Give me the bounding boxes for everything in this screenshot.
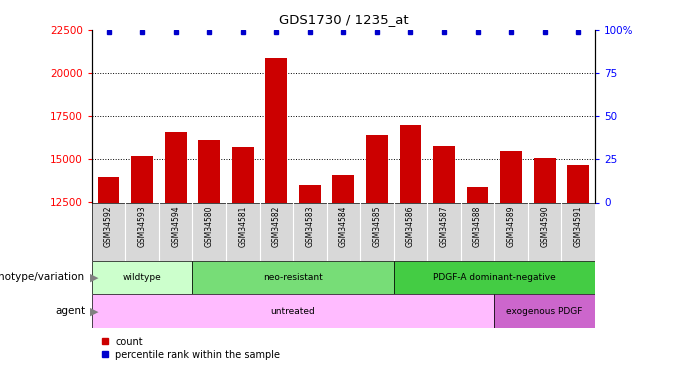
Bar [165,132,186,375]
Text: GSM34592: GSM34592 [104,206,113,247]
Bar [92,294,494,328]
Text: untreated: untreated [271,307,316,316]
Text: agent: agent [55,306,85,316]
Text: GSM34582: GSM34582 [272,206,281,247]
Text: GSM34581: GSM34581 [238,206,248,247]
Text: GSM34593: GSM34593 [137,206,147,247]
Text: GSM34594: GSM34594 [171,206,180,247]
Legend: count, percentile rank within the sample: count, percentile rank within the sample [97,333,284,364]
Bar [494,294,595,328]
Text: GSM34591: GSM34591 [574,206,583,247]
Bar [299,185,321,375]
Bar [131,156,153,375]
Text: wildtype: wildtype [123,273,161,282]
Text: ▶: ▶ [90,273,99,282]
Text: GSM34580: GSM34580 [205,206,214,247]
Bar [567,165,589,375]
Text: ▶: ▶ [90,306,99,316]
Text: GSM34585: GSM34585 [373,206,381,247]
Text: PDGF-A dominant-negative: PDGF-A dominant-negative [433,273,556,282]
Text: genotype/variation: genotype/variation [0,273,85,282]
Text: GSM34584: GSM34584 [339,206,348,247]
Bar [366,135,388,375]
Bar [433,146,455,375]
Bar [333,175,354,375]
Bar [92,261,192,294]
Bar [534,158,556,375]
Bar [232,147,254,375]
Bar [400,125,422,375]
Text: GSM34590: GSM34590 [540,206,549,247]
Bar [192,261,394,294]
Bar [98,177,120,375]
Text: GSM34589: GSM34589 [507,206,515,247]
Bar [500,151,522,375]
Text: GSM34588: GSM34588 [473,206,482,247]
Text: GSM34583: GSM34583 [305,206,314,247]
Text: neo-resistant: neo-resistant [263,273,323,282]
Text: exogenous PDGF: exogenous PDGF [507,307,583,316]
Text: GSM34587: GSM34587 [439,206,449,247]
Bar [466,187,488,375]
Text: GSM34586: GSM34586 [406,206,415,247]
Bar [265,58,287,375]
Bar [394,261,595,294]
Bar [199,140,220,375]
Title: GDS1730 / 1235_at: GDS1730 / 1235_at [279,13,408,26]
